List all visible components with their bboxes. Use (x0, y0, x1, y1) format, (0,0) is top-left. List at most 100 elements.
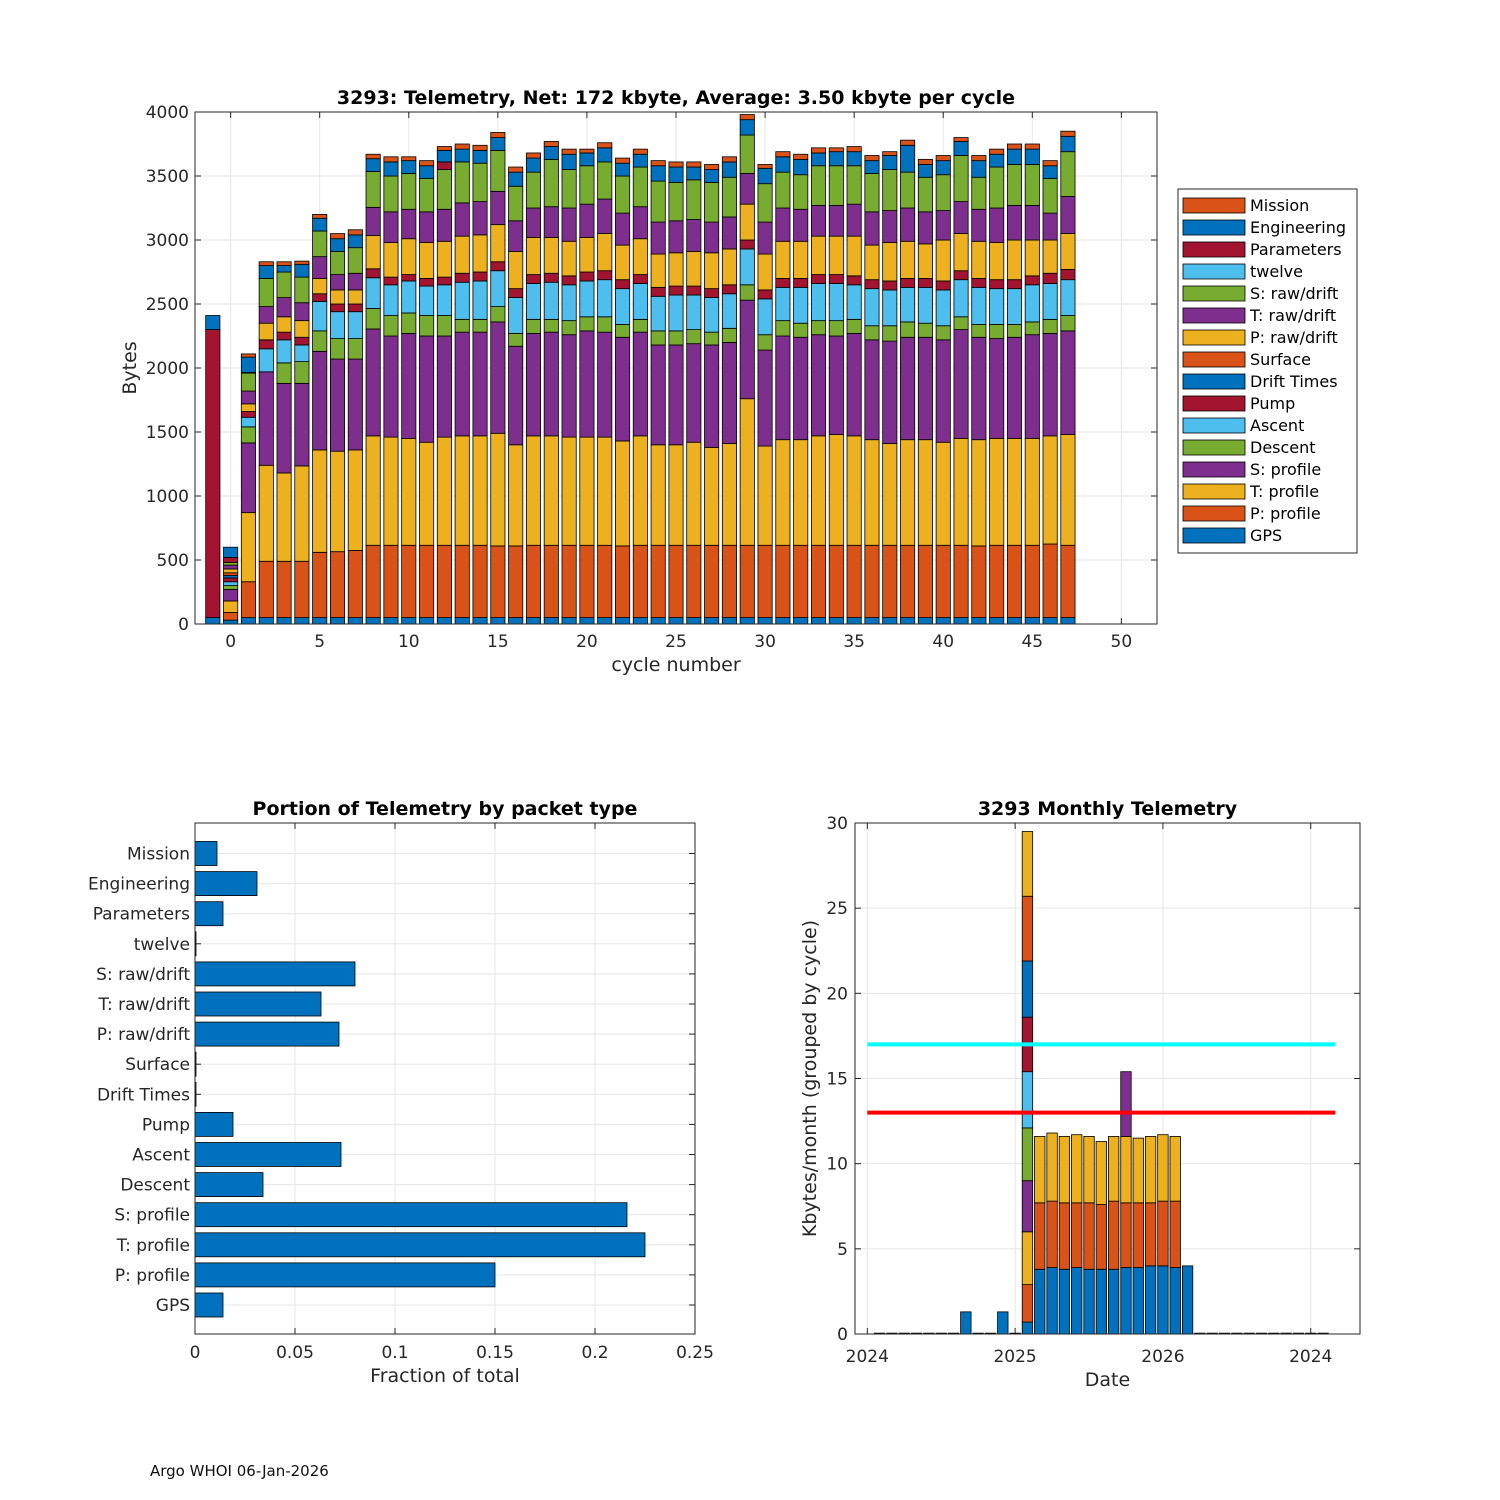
legend-swatch (1182, 417, 1246, 434)
bar-segment (882, 443, 898, 546)
x-tick-label: 20 (576, 632, 598, 652)
bar-segment (1095, 1204, 1107, 1270)
bar-segment (757, 164, 773, 169)
bar-segment (329, 303, 346, 313)
bar (194, 1172, 264, 1197)
bar-segment (561, 320, 577, 336)
bar-segment (597, 617, 613, 625)
bar-segment (312, 330, 328, 352)
bar-segment (900, 240, 916, 279)
bar-segment (686, 343, 702, 443)
bar-segment (276, 297, 292, 318)
bar-segment (632, 238, 648, 275)
bar-segment (543, 331, 559, 437)
bar-segment (436, 146, 452, 151)
bar-segment (704, 331, 720, 346)
bar-segment (347, 272, 363, 291)
bar-segment (846, 333, 862, 437)
y-tick-label: S: raw/drift (96, 965, 190, 985)
bar-segment (579, 237, 595, 273)
bar-segment (543, 206, 559, 238)
bar-segment (329, 338, 346, 360)
bar-segment (793, 336, 809, 441)
bar-segment (347, 358, 363, 451)
footer-credit: Argo WHOI 06-Jan-2026 (150, 1462, 329, 1480)
y-tick-label: Ascent (132, 1146, 190, 1166)
bar-segment (846, 165, 862, 205)
bar-segment (721, 293, 737, 329)
bar-segment (312, 230, 328, 258)
bar-segment (971, 324, 987, 338)
bar-segment (383, 617, 399, 625)
bar-segment (615, 440, 631, 547)
bar-segment (436, 149, 452, 163)
bar-segment (739, 248, 755, 286)
bar-segment (1042, 165, 1058, 179)
bar-segment (810, 165, 827, 206)
bar-segment (757, 298, 773, 336)
bar-segment (704, 252, 720, 290)
y-tick-label: T: profile (116, 1236, 190, 1256)
bar-segment (704, 288, 720, 299)
bar-segment (365, 544, 381, 619)
bar-segment (917, 158, 933, 165)
bar-segment (347, 311, 363, 339)
bar-segment (472, 280, 488, 320)
bar-segment (525, 435, 542, 546)
bar-segment (276, 271, 292, 299)
bar-segment (721, 341, 737, 444)
bar-segment (775, 335, 791, 441)
bar-segment (989, 153, 1005, 168)
bar-segment (704, 164, 720, 170)
bar-segment (1060, 315, 1076, 332)
bar-segment (543, 281, 559, 320)
legend-swatch (1182, 373, 1246, 390)
bar-segment (1024, 205, 1040, 241)
bar-segment (757, 617, 773, 625)
bar-segment (739, 203, 755, 241)
bar-segment (1024, 143, 1040, 150)
bar-segment (276, 472, 292, 562)
bar-segment (1083, 1268, 1095, 1335)
bar-segment (632, 544, 648, 619)
bar-segment (828, 235, 844, 275)
bar-segment (490, 617, 506, 625)
bar (194, 1232, 646, 1258)
bar-segment (454, 202, 470, 237)
legend-label: Surface (1250, 350, 1311, 369)
bar-segment (1021, 1071, 1034, 1129)
bar-segment (543, 544, 559, 619)
x-tick-label: 30 (754, 632, 776, 652)
bar-segment (615, 244, 631, 281)
bar-segment (721, 544, 737, 619)
y-tick-label: twelve (134, 935, 190, 955)
bar-segment (1034, 1202, 1046, 1270)
bar-segment (960, 1311, 972, 1335)
bar-segment (258, 306, 274, 324)
bar-segment (472, 271, 488, 282)
bar-segment (329, 450, 346, 553)
bar (194, 1202, 628, 1228)
bar-segment (347, 550, 363, 619)
bar-segment (276, 316, 292, 333)
bar (194, 871, 258, 896)
bar-segment (971, 155, 987, 162)
legend-label: Mission (1250, 196, 1309, 215)
bar-segment (828, 147, 844, 153)
bar-segment (989, 324, 1005, 339)
bar-segment (1024, 321, 1040, 336)
bar-segment (329, 617, 346, 625)
bar-segment (935, 210, 951, 241)
bar-segment (508, 288, 524, 299)
x-tick-label: 45 (1021, 632, 1043, 652)
bar-segment (597, 198, 613, 234)
bar-segment (436, 169, 452, 210)
bar-segment (971, 208, 987, 242)
bar-segment (1095, 1141, 1107, 1205)
bar-segment (775, 207, 791, 242)
y-tick-label: S: profile (114, 1206, 190, 1226)
bar-segment (650, 330, 666, 346)
x-tick-label: 40 (932, 632, 954, 652)
bar-segment (1021, 960, 1034, 1018)
bar-segment (525, 283, 542, 320)
